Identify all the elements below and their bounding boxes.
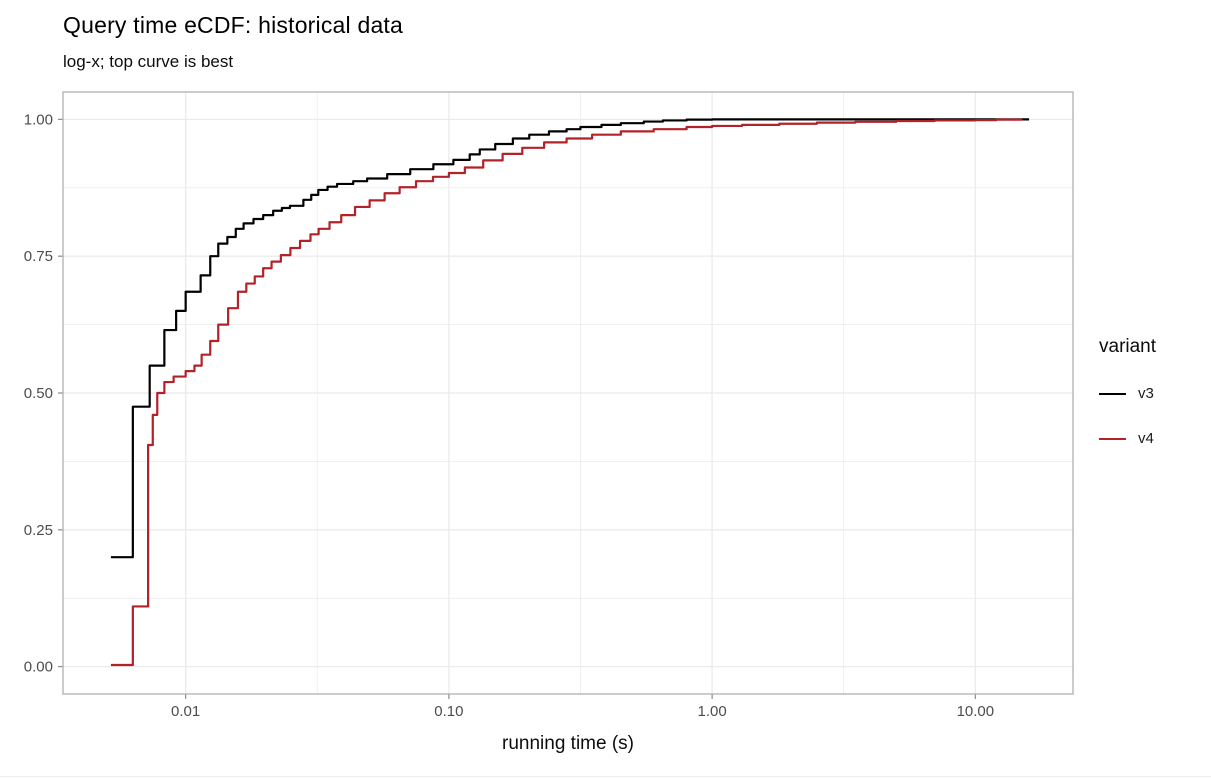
panel-border	[62, 91, 1074, 695]
y-tick-label: 0.50	[24, 385, 53, 402]
legend-item-v3: v3	[1099, 382, 1156, 405]
x-axis-title: running time (s)	[502, 733, 634, 754]
x-tick-label: 1.00	[698, 703, 727, 720]
x-tick-label: 0.01	[171, 703, 200, 720]
legend-item-v4: v4	[1099, 427, 1156, 450]
y-tick-label: 0.25	[24, 522, 53, 539]
legend-items: v3 v4	[1099, 382, 1156, 450]
legend: variant v3 v4	[1099, 336, 1156, 472]
x-tick-label: 10.00	[957, 703, 995, 720]
legend-label: v3	[1138, 385, 1154, 402]
chart-title: Query time eCDF: historical data	[63, 12, 404, 38]
legend-title: variant	[1099, 336, 1157, 357]
legend-label: v4	[1138, 430, 1154, 447]
y-tick-label: 1.00	[24, 111, 53, 128]
ecdf-curve-v3	[110, 118, 1030, 559]
legend-key-line-v3	[1099, 392, 1126, 395]
x-tick-label: 0.10	[434, 703, 463, 720]
legend-key-line-v4	[1099, 437, 1126, 440]
chart-subtitle: log-x; top curve is best	[63, 52, 234, 71]
screenshot-bottom-edge	[0, 776, 1211, 777]
y-tick-label: 0.75	[24, 248, 53, 265]
ecdf-curve-v4	[110, 118, 1023, 667]
y-tick-label: 0.00	[24, 659, 53, 676]
